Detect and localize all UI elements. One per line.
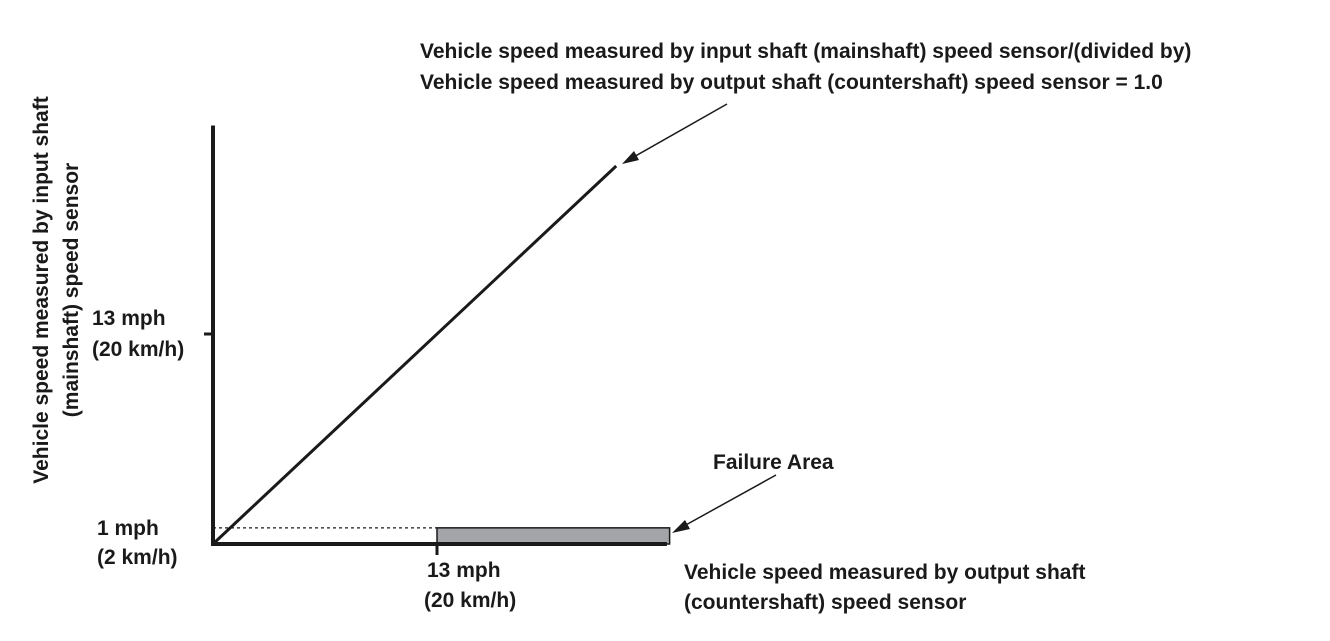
x-tick-label-20-kmh: (20 km/h) [424,589,516,612]
failure-pointer-line [683,474,777,527]
y-axis-title-line-2: (mainshaft) speed sensor [60,163,83,417]
ratio-pointer-arrowhead [622,151,639,164]
failure-pointer-arrowhead [672,520,690,533]
x-axis-title-line-1: Vehicle speed measured by output shaft [684,561,1085,584]
y-tick-label-13-mph: 13 mph [92,307,166,330]
ratio-annotation-line-1: Vehicle speed measured by input shaft (m… [420,40,1191,63]
y-tick-label-20-kmh: (20 km/h) [92,338,184,361]
y-tick-label-1-mph: 1 mph [97,517,159,540]
y-axis-title-line-1: Vehicle speed measured by input shaft [30,96,53,483]
x-tick-label-13-mph: 13 mph [427,559,501,582]
ratio-annotation-line-2: Vehicle speed measured by output shaft (… [420,71,1163,94]
x-axis-title-line-2: (countershaft) speed sensor [684,591,966,614]
failure-area-region [436,527,671,545]
ratio-1-0-line [211,164,618,546]
y-tick-label-2-kmh: (2 km/h) [97,546,178,569]
ratio-pointer-line [631,103,728,159]
failure-area-label: Failure Area [713,451,834,474]
